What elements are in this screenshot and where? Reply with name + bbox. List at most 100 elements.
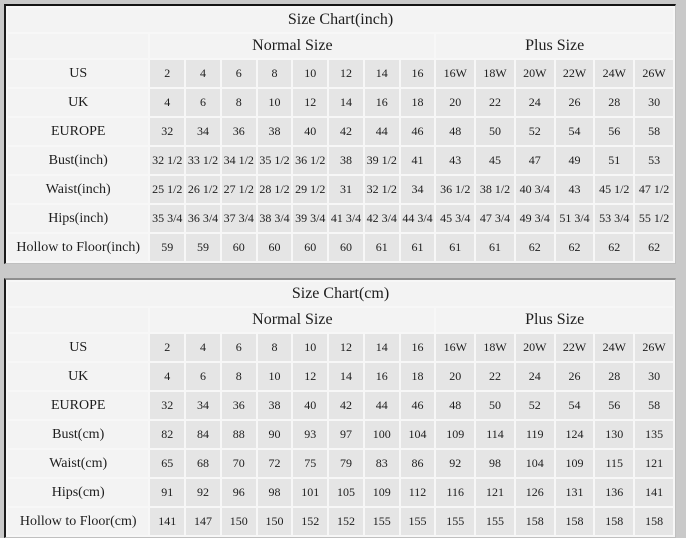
size-cell: 158	[633, 506, 675, 537]
row-label: Waist(inch)	[5, 174, 151, 205]
row-label: Hips(inch)	[5, 203, 151, 234]
size-cell: 104	[513, 448, 556, 479]
size-cell: 141	[633, 477, 675, 508]
table-row: US 2 4 6 8 10 12 14 16 16W 18W 20W 22W 24W 26W	[5, 332, 675, 363]
size-cell: 44	[362, 116, 401, 147]
size-cell: 38 1/2	[474, 174, 516, 205]
size-cell: 61	[434, 232, 477, 263]
size-cell: 14	[327, 361, 365, 392]
size-cell: 25 1/2	[148, 174, 187, 205]
size-cell: 130	[593, 419, 636, 450]
size-cell: 16	[398, 58, 437, 89]
size-cell: 10	[255, 87, 294, 118]
size-cell: 22W	[553, 58, 596, 89]
size-cell: 92	[184, 477, 222, 508]
corner-cell	[5, 32, 151, 60]
size-cell: 50	[474, 390, 516, 421]
size-cell: 61	[474, 232, 516, 263]
row-label: EUROPE	[5, 390, 151, 421]
size-cell: 98	[255, 477, 294, 508]
size-cell: 56	[593, 390, 636, 421]
size-cell: 72	[255, 448, 294, 479]
size-cell: 32 1/2	[148, 145, 187, 176]
size-cell: 24W	[593, 58, 636, 89]
size-cell: 53 3/4	[593, 203, 636, 234]
size-table-cm: Size Chart(cm) Normal Size Plus Size US 2 4 6 8…	[5, 280, 675, 537]
size-cell: 121	[633, 448, 675, 479]
size-cell: 2	[148, 332, 187, 363]
table-row: Waist(cm) 65 68 70 72 75 79 83 86 92 98 104 109 115 12…	[5, 448, 675, 479]
row-label: US	[5, 58, 151, 89]
size-cell: 26 1/2	[184, 174, 222, 205]
column-group-row: Normal Size Plus Size	[5, 32, 675, 60]
size-cell: 98	[474, 448, 516, 479]
size-cell: 41	[398, 145, 437, 176]
size-cell: 150	[255, 506, 294, 537]
size-cell: 24	[513, 87, 556, 118]
size-cell: 150	[219, 506, 258, 537]
size-cell: 109	[553, 448, 596, 479]
size-cell: 14	[327, 87, 365, 118]
size-cell: 53	[633, 145, 675, 176]
size-cell: 36	[219, 390, 258, 421]
size-cell: 93	[291, 419, 330, 450]
size-cell: 62	[593, 232, 636, 263]
size-cell: 155	[434, 506, 477, 537]
size-cell: 36 1/2	[434, 174, 477, 205]
size-cell: 141	[148, 506, 187, 537]
size-cell: 38	[255, 116, 294, 147]
size-cell: 68	[184, 448, 222, 479]
size-cell: 126	[513, 477, 556, 508]
size-cell: 70	[219, 448, 258, 479]
size-cell: 20W	[513, 332, 556, 363]
size-cell: 36	[219, 116, 258, 147]
size-cell: 26W	[633, 58, 675, 89]
size-cell: 46	[398, 390, 437, 421]
size-cell: 16W	[434, 58, 477, 89]
size-cell: 48	[434, 116, 477, 147]
size-cell: 37 3/4	[219, 203, 258, 234]
size-cell: 83	[362, 448, 401, 479]
table-row: Waist(inch) 25 1/2 26 1/2 27 1/2 28 1/2 29 1/…	[5, 174, 675, 205]
table-row: Hips(inch) 35 3/4 36 3/4 37 3/4 38 3/4 39 3/4…	[5, 203, 675, 234]
size-cell: 158	[553, 506, 596, 537]
size-cell: 12	[327, 332, 365, 363]
chart-title: Size Chart(inch)	[6, 6, 675, 34]
row-label: Bust(inch)	[5, 145, 151, 176]
size-cell: 20	[434, 87, 477, 118]
size-cell: 8	[219, 361, 258, 392]
size-cell: 155	[398, 506, 437, 537]
size-cell: 31	[327, 174, 365, 205]
size-cell: 50	[474, 116, 516, 147]
table-row: Bust(inch) 32 1/2 33 1/2 34 1/2 35 1/2 36 1/2…	[5, 145, 675, 176]
size-cell: 82	[148, 419, 187, 450]
size-cell: 152	[291, 506, 330, 537]
size-cell: 28	[593, 87, 636, 118]
size-cell: 58	[633, 390, 675, 421]
size-cell: 47 3/4	[474, 203, 516, 234]
size-cell: 26	[553, 87, 596, 118]
size-cell: 14	[362, 58, 401, 89]
size-cell: 39 3/4	[291, 203, 330, 234]
size-cell: 12	[327, 58, 365, 89]
size-cell: 33 1/2	[184, 145, 222, 176]
size-cell: 135	[633, 419, 675, 450]
size-cell: 43	[434, 145, 477, 176]
size-cell: 52	[513, 116, 556, 147]
size-cell: 79	[327, 448, 365, 479]
size-cell: 46	[398, 116, 437, 147]
size-cell: 136	[593, 477, 636, 508]
size-cell: 61	[398, 232, 437, 263]
size-cell: 10	[291, 332, 330, 363]
table-row: Hollow to Floor(inch) 59 59 60 60 60 60 61 61 61 6…	[5, 232, 675, 263]
size-cell: 10	[291, 58, 330, 89]
size-cell: 36 1/2	[291, 145, 330, 176]
size-cell: 121	[474, 477, 516, 508]
size-cell: 158	[593, 506, 636, 537]
size-cell: 4	[148, 87, 187, 118]
chart-title-row: Size Chart(cm)	[6, 280, 675, 308]
size-cell: 26	[553, 361, 596, 392]
size-cell: 16	[398, 332, 437, 363]
size-cell: 60	[291, 232, 330, 263]
